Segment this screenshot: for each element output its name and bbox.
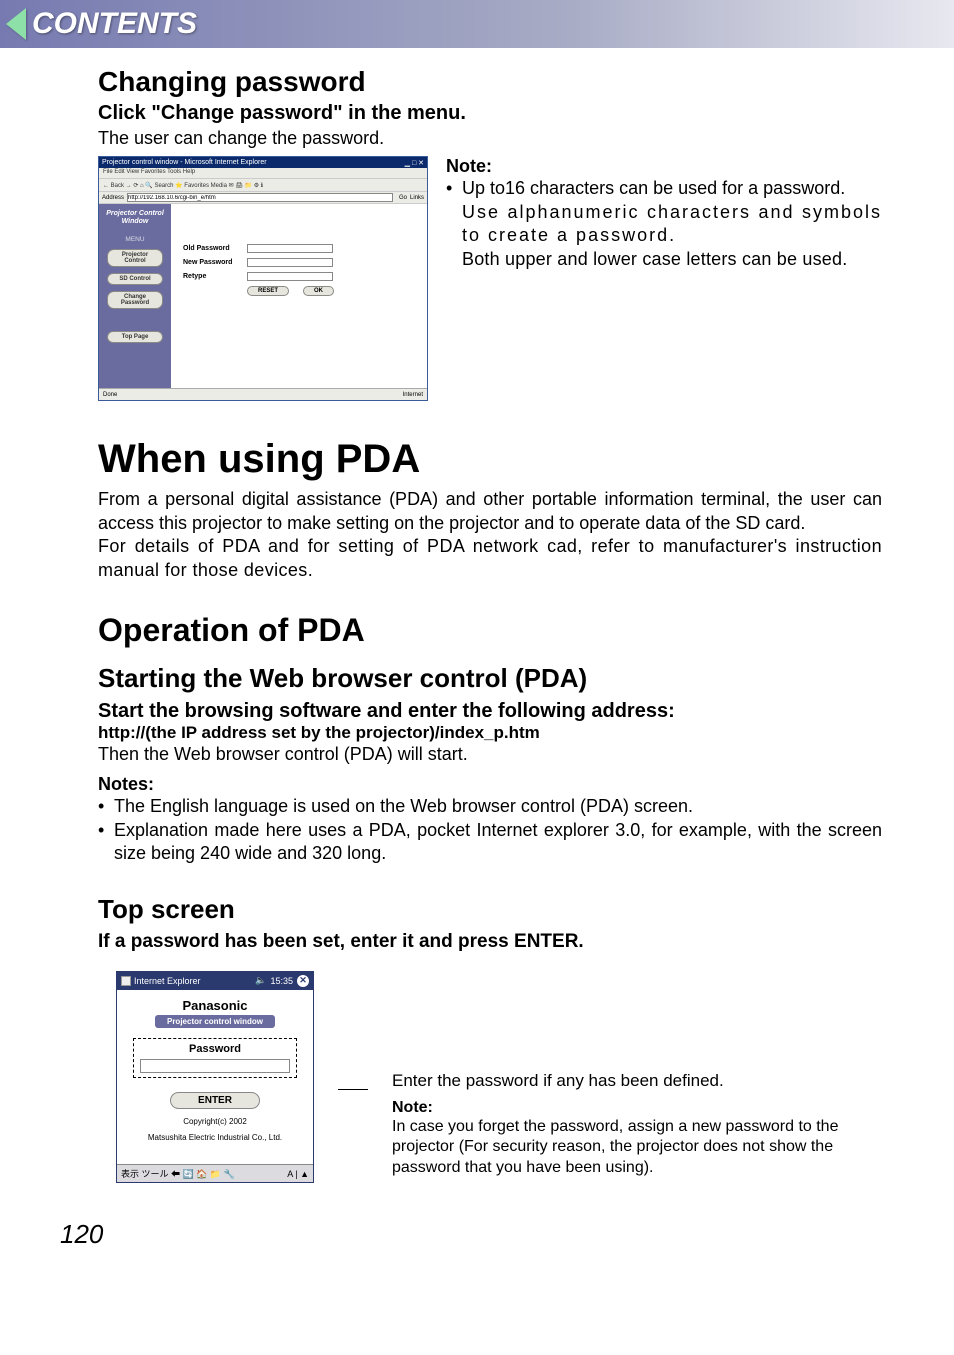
back-triangle-icon[interactable] <box>6 8 26 40</box>
notes-label: Notes: <box>98 774 882 795</box>
ie-btn-change-password[interactable]: Change Password <box>107 291 163 309</box>
ie-go-button[interactable]: Go <box>399 195 407 201</box>
ie-address-label: Address <box>102 195 124 201</box>
pda-url: http://(the IP address set by the projec… <box>98 723 882 743</box>
page-content: Changing password Click "Change password… <box>0 48 954 1183</box>
banner-title: CONTENTS <box>32 7 197 41</box>
old-password-label: Old Password <box>183 245 247 252</box>
ie-icon <box>121 976 131 986</box>
pda-bottom-left: 表示 ツール ⬅ 🔄 🏠 📁 🔧 <box>121 1167 235 1180</box>
pda-close-icon[interactable]: ✕ <box>297 975 309 987</box>
ie-toolbar: ← Back → ⟳ ⌂ 🔍 Search ⭐ Favorites Media … <box>99 178 427 192</box>
retype-input[interactable] <box>247 272 333 281</box>
pda-screenshot: Internet Explorer 🔈 15:35 ✕ Panasonic Pr… <box>116 971 314 1184</box>
bullet-dot: • <box>98 795 114 818</box>
ie-btn-projector-control[interactable]: Projector Control <box>107 249 163 267</box>
ie-titlebar: Projector control window - Microsoft Int… <box>99 157 427 168</box>
speaker-icon: 🔈 <box>255 975 266 986</box>
start-browsing-bold: Start the browsing software and enter th… <box>98 700 882 723</box>
top-screen-heading: Top screen <box>98 894 882 925</box>
pda-brand: Panasonic <box>123 998 307 1013</box>
notes-item1: The English language is used on the Web … <box>114 795 882 818</box>
ie-address-input[interactable] <box>127 193 393 202</box>
bullet-dot: • <box>98 819 114 866</box>
pda-password-label: Password <box>140 1043 290 1055</box>
ie-sidebar: Projector Control Window MENU Projector … <box>99 204 171 390</box>
ie-window-controls: ▁ □ ✕ <box>405 159 424 167</box>
note-line3: Both upper and lower case letters can be… <box>446 248 882 271</box>
ie-btn-sd-control[interactable]: SD Control <box>107 273 163 285</box>
ie-addressbar: Address Go Links <box>99 192 427 204</box>
ie-screenshot: Projector control window - Microsoft Int… <box>98 156 428 401</box>
pda-pcw-label: Projector control window <box>155 1015 275 1028</box>
notes-item2: Explanation made here uses a PDA, pocket… <box>114 819 882 866</box>
note-column: Note: • Up to16 characters can be used f… <box>446 156 882 271</box>
when-using-pda-heading: When using PDA <box>98 437 882 482</box>
pda-para1: From a personal digital assistance (PDA)… <box>98 488 882 535</box>
note-line2: Use alphanumeric characters and symbols … <box>446 201 882 248</box>
reset-button[interactable]: RESET <box>247 286 289 296</box>
ie-sidebar-title: Projector Control Window <box>99 210 171 225</box>
ie-menubar: File Edit View Favorites Tools Help <box>99 168 427 178</box>
pda-para2: For details of PDA and for setting of PD… <box>98 535 882 582</box>
pda-title-text: Internet Explorer <box>134 976 201 986</box>
ie-menu-label: MENU <box>125 236 144 243</box>
ie-btn-top-page[interactable]: Top Page <box>107 331 163 343</box>
ok-button[interactable]: OK <box>303 286 334 296</box>
pda-note-body: In case you forget the password, assign … <box>392 1117 882 1179</box>
contents-banner: CONTENTS <box>0 0 954 48</box>
page-number: 120 <box>60 1219 954 1250</box>
bullet-dot: • <box>446 177 462 200</box>
pda-password-input[interactable] <box>140 1059 290 1073</box>
pda-note-label: Note: <box>392 1099 882 1117</box>
pda-enter-button[interactable]: ENTER <box>170 1092 260 1109</box>
changing-password-subhead: Click "Change password" in the menu. <box>98 102 882 125</box>
operation-heading: Operation of PDA <box>98 612 882 649</box>
ie-statusbar: Done Internet <box>99 388 427 400</box>
new-password-label: New Password <box>183 259 247 266</box>
pda-body: Panasonic Projector control window Passw… <box>117 990 313 1149</box>
pda-password-box: Password <box>133 1038 297 1079</box>
then-text: Then the Web browser control (PDA) will … <box>98 743 882 766</box>
leader-line <box>338 1089 368 1090</box>
pda-bottom-bar: 表示 ツール ⬅ 🔄 🏠 📁 🔧 A | ▲ <box>117 1164 313 1182</box>
note-label: Note: <box>446 156 882 177</box>
retype-label: Retype <box>183 273 247 280</box>
pda-annotation: Enter the password if any has been defin… <box>392 971 882 1179</box>
top-screen-sub: If a password has been set, enter it and… <box>98 931 882 953</box>
changing-password-heading: Changing password <box>98 66 882 98</box>
new-password-input[interactable] <box>247 258 333 267</box>
ie-status-right: Internet <box>403 392 423 398</box>
pda-titlebar: Internet Explorer 🔈 15:35 ✕ <box>117 972 313 990</box>
pda-bottom-right: A | ▲ <box>287 1169 309 1179</box>
changing-password-desc: The user can change the password. <box>98 127 882 150</box>
starting-web-heading: Starting the Web browser control (PDA) <box>98 663 882 694</box>
ie-status-left: Done <box>103 392 117 398</box>
ie-links: Links <box>410 195 424 201</box>
pda-copyright2: Matsushita Electric Industrial Co., Ltd. <box>123 1133 307 1143</box>
pda-copyright1: Copyright(c) 2002 <box>123 1117 307 1127</box>
ie-main: Old Password New Password Retype RESET O… <box>171 204 427 390</box>
old-password-input[interactable] <box>247 244 333 253</box>
pda-time: 15:35 <box>270 976 293 986</box>
enter-password-text: Enter the password if any has been defin… <box>392 1071 882 1091</box>
ie-window-title: Projector control window - Microsoft Int… <box>102 159 267 166</box>
note-bullet-text: Up to16 characters can be used for a pas… <box>462 177 882 200</box>
